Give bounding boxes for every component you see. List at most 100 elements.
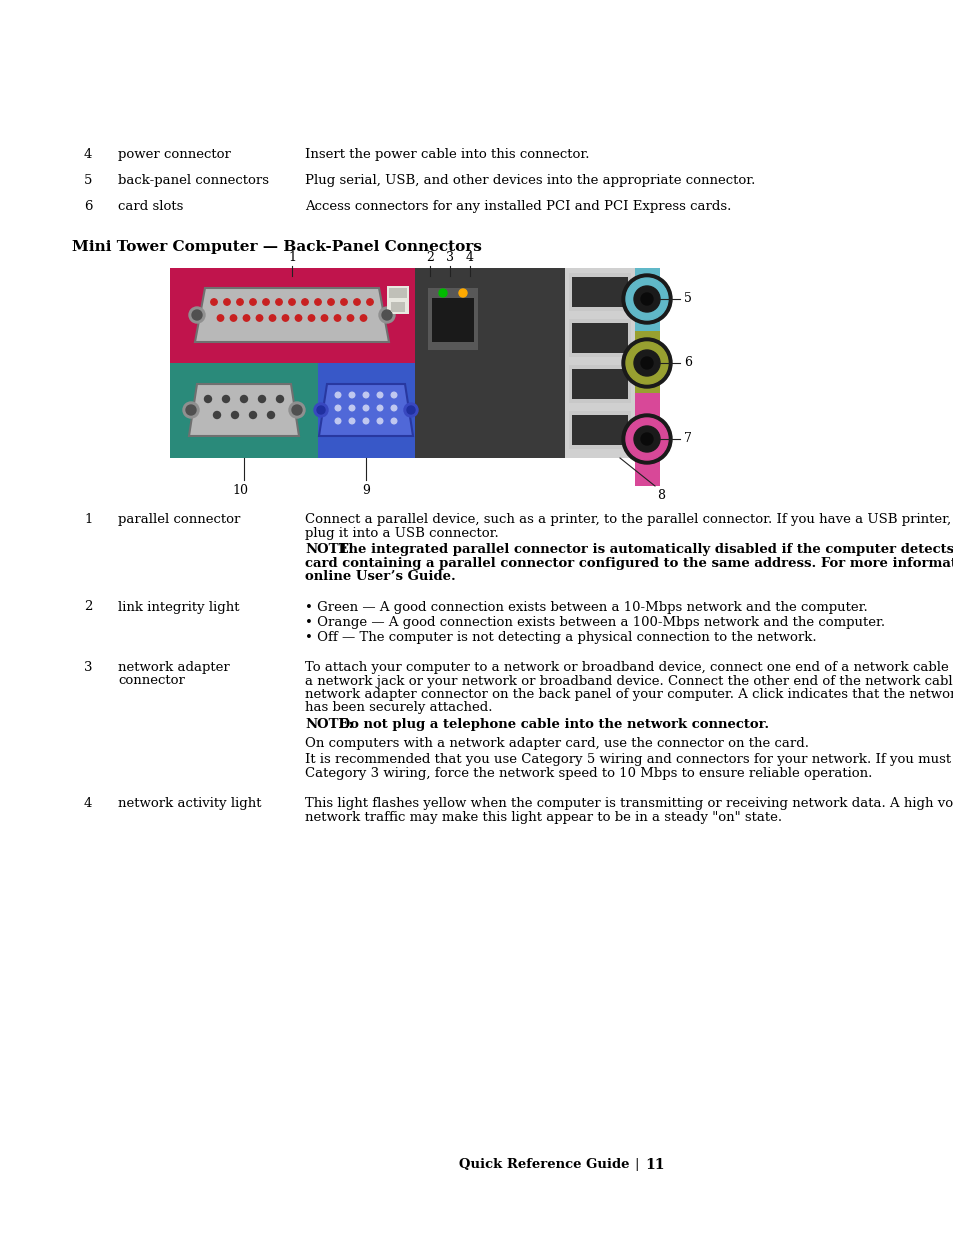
Text: 4: 4 [84, 797, 92, 810]
Circle shape [366, 299, 373, 305]
Text: 1: 1 [288, 251, 295, 264]
Bar [170, 363, 317, 458]
Text: 4: 4 [84, 148, 92, 161]
Bar [391, 303, 405, 312]
Text: To attach your computer to a network or broadband device, connect one end of a n: To attach your computer to a network or … [305, 661, 953, 674]
Circle shape [640, 293, 652, 305]
Text: connector: connector [118, 674, 185, 688]
Circle shape [334, 315, 340, 321]
Polygon shape [189, 384, 298, 436]
Text: network activity light: network activity light [118, 797, 261, 810]
Circle shape [243, 315, 250, 321]
Text: It is recommended that you use Category 5 wiring and connectors for your network: It is recommended that you use Category … [305, 753, 953, 766]
Circle shape [376, 393, 382, 398]
Text: The integrated parallel connector is automatically disabled if the computer dete: The integrated parallel connector is aut… [334, 543, 953, 556]
Text: 2: 2 [84, 600, 92, 614]
Circle shape [634, 426, 659, 452]
Bar [635, 393, 659, 487]
Circle shape [354, 299, 360, 305]
Text: network traffic may make this light appear to be in a steady "on" state.: network traffic may make this light appe… [305, 810, 781, 824]
Circle shape [230, 315, 236, 321]
Circle shape [621, 274, 671, 324]
Text: 4: 4 [465, 251, 474, 264]
Text: • Green — A good connection exists between a 10-Mbps network and the computer.: • Green — A good connection exists betwe… [305, 600, 867, 614]
Text: 5: 5 [84, 174, 92, 186]
Circle shape [407, 406, 415, 414]
Text: 2: 2 [426, 251, 434, 264]
Bar [568, 273, 630, 311]
Polygon shape [318, 384, 413, 436]
Circle shape [438, 289, 447, 296]
Circle shape [232, 411, 238, 419]
Circle shape [363, 405, 369, 411]
Circle shape [625, 278, 667, 320]
Circle shape [640, 433, 652, 445]
Text: • Off — The computer is not detecting a physical connection to the network.: • Off — The computer is not detecting a … [305, 631, 816, 645]
Circle shape [276, 395, 283, 403]
Text: network adapter connector on the back panel of your computer. A click indicates : network adapter connector on the back pa… [305, 688, 953, 701]
Bar [387, 287, 409, 314]
Bar [572, 415, 627, 445]
Circle shape [391, 419, 396, 424]
Text: Access connectors for any installed PCI and PCI Express cards.: Access connectors for any installed PCI … [305, 200, 731, 212]
Circle shape [316, 406, 325, 414]
Text: 10: 10 [232, 484, 248, 496]
Text: plug it into a USB connector.: plug it into a USB connector. [305, 526, 498, 540]
Bar [317, 363, 415, 458]
Circle shape [275, 299, 282, 305]
Circle shape [381, 310, 392, 320]
Text: 7: 7 [683, 432, 691, 446]
Circle shape [258, 395, 265, 403]
Text: 1: 1 [84, 513, 92, 526]
Text: 5: 5 [683, 293, 691, 305]
Circle shape [224, 299, 230, 305]
Circle shape [621, 414, 671, 464]
Circle shape [634, 350, 659, 375]
Bar [572, 324, 627, 353]
Bar [564, 268, 635, 458]
Text: Insert the power cable into this connector.: Insert the power cable into this connect… [305, 148, 589, 161]
Circle shape [378, 308, 395, 324]
Circle shape [262, 299, 269, 305]
Polygon shape [194, 288, 389, 342]
Circle shape [213, 411, 220, 419]
Circle shape [321, 315, 328, 321]
Circle shape [349, 419, 355, 424]
Circle shape [640, 357, 652, 369]
Circle shape [282, 315, 289, 321]
Circle shape [458, 289, 467, 296]
Circle shape [347, 315, 354, 321]
Circle shape [363, 393, 369, 398]
Bar [568, 411, 630, 450]
Circle shape [267, 411, 274, 419]
Text: power connector: power connector [118, 148, 231, 161]
Circle shape [289, 403, 305, 417]
Text: card containing a parallel connector configured to the same address. For more in: card containing a parallel connector con… [305, 557, 953, 569]
Bar [572, 369, 627, 399]
Circle shape [204, 395, 212, 403]
Bar [428, 288, 477, 350]
Circle shape [403, 403, 417, 417]
Circle shape [335, 405, 340, 411]
Text: Mini Tower Computer — Back-Panel Connectors: Mini Tower Computer — Back-Panel Connect… [71, 240, 481, 254]
Text: Category 3 wiring, force the network speed to 10 Mbps to ensure reliable operati: Category 3 wiring, force the network spe… [305, 767, 871, 779]
Text: 3: 3 [84, 661, 92, 674]
Text: NOTE:: NOTE: [305, 543, 354, 556]
Bar [170, 268, 415, 363]
Text: This light flashes yellow when the computer is transmitting or receiving network: This light flashes yellow when the compu… [305, 797, 953, 810]
Circle shape [349, 393, 355, 398]
Bar [568, 319, 630, 357]
Circle shape [625, 417, 667, 459]
Circle shape [363, 419, 369, 424]
Text: network adapter: network adapter [118, 661, 230, 674]
Text: link integrity light: link integrity light [118, 600, 239, 614]
Bar [389, 288, 407, 298]
Circle shape [360, 315, 366, 321]
Circle shape [634, 287, 659, 312]
Text: NOTE:: NOTE: [305, 718, 354, 731]
Text: |: | [634, 1158, 639, 1171]
Circle shape [314, 403, 328, 417]
Bar [635, 268, 659, 331]
Text: a network jack or your network or broadband device. Connect the other end of the: a network jack or your network or broadb… [305, 674, 953, 688]
Text: 6: 6 [84, 200, 92, 212]
